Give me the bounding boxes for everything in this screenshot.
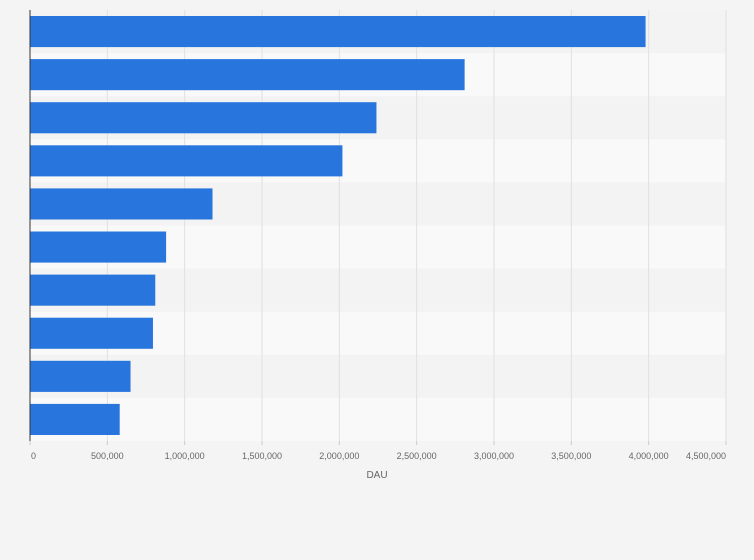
x-tick-label: 2,000,000 (319, 451, 359, 461)
x-tick-label: 3,500,000 (551, 451, 591, 461)
x-tick-label: 2,500,000 (397, 451, 437, 461)
x-tick-label: 3,000,000 (474, 451, 514, 461)
bar (30, 145, 343, 177)
bar (30, 317, 153, 349)
bar (30, 59, 465, 91)
x-axis-ticks: 0 500,000 1,000,000 1,500,000 2,000,000 2,500… (29, 441, 727, 461)
x-tick-label: 500,000 (91, 451, 124, 461)
x-tick-label: 0 (31, 451, 36, 461)
x-tick-label: 4,500,000 (686, 451, 726, 461)
row-band (30, 397, 726, 441)
bar (30, 16, 646, 48)
x-tick-label: 1,000,000 (165, 451, 205, 461)
x-tick-label: 4,000,000 (629, 451, 669, 461)
x-axis-title: DAU (366, 470, 387, 481)
bar (30, 360, 131, 392)
x-tick-label: 1,500,000 (242, 451, 282, 461)
bar (30, 188, 213, 220)
bar (30, 102, 377, 134)
bar (30, 403, 120, 435)
bar (30, 274, 156, 306)
row-band (30, 354, 726, 398)
bar (30, 231, 167, 263)
bars (30, 16, 646, 435)
